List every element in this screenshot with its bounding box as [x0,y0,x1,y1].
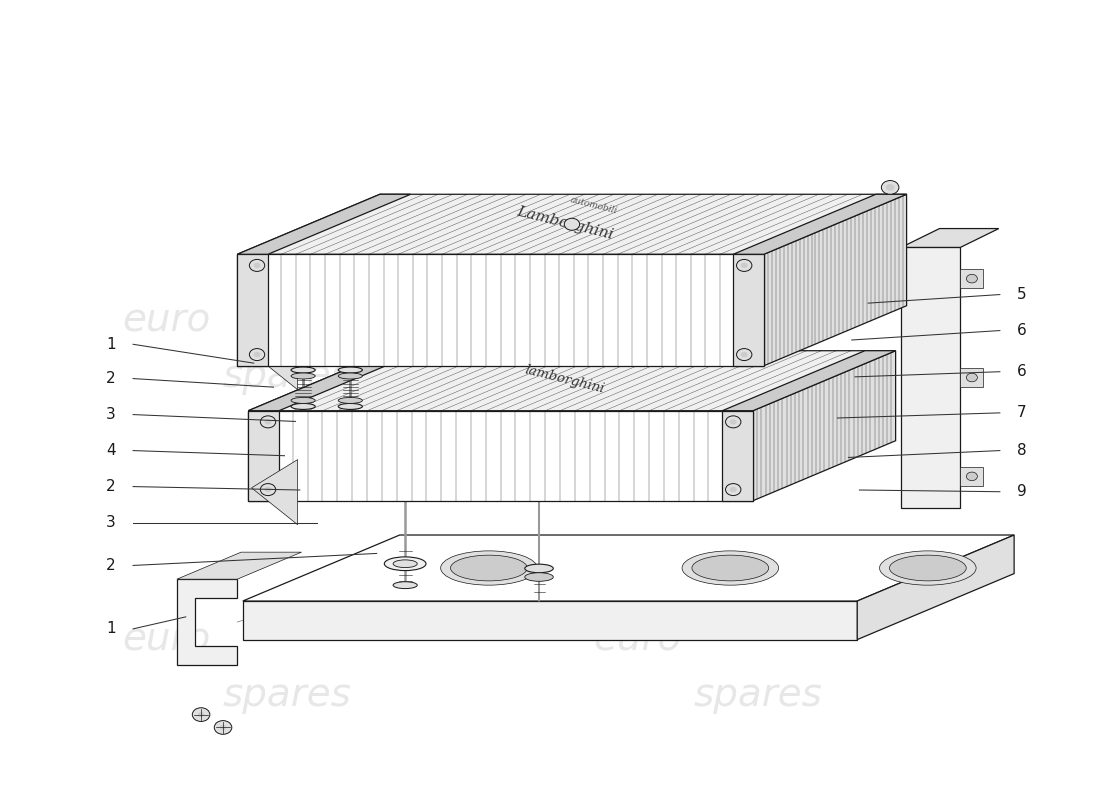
Text: Lamborghini: Lamborghini [515,204,615,242]
Text: 2: 2 [107,371,116,386]
Circle shape [967,374,978,382]
Text: 9: 9 [1016,484,1026,499]
Text: euro: euro [594,620,682,658]
Polygon shape [723,350,895,410]
Text: spares: spares [222,357,351,395]
Polygon shape [723,410,754,501]
Ellipse shape [890,555,966,581]
Circle shape [250,259,265,271]
Text: spares: spares [694,357,823,395]
Polygon shape [734,194,906,254]
Text: 6: 6 [1016,364,1026,379]
Polygon shape [252,325,298,390]
Polygon shape [249,350,421,410]
Circle shape [967,472,978,481]
Text: 1: 1 [107,622,116,636]
Circle shape [726,483,741,495]
Polygon shape [243,535,1014,601]
Circle shape [740,352,748,358]
Circle shape [265,487,272,492]
Text: 3: 3 [107,407,116,422]
Polygon shape [764,194,906,366]
Text: euro: euro [122,302,210,339]
Ellipse shape [921,562,952,574]
Ellipse shape [338,403,362,410]
Circle shape [881,181,899,194]
Ellipse shape [525,564,553,573]
Polygon shape [857,535,1014,639]
Polygon shape [901,247,960,507]
Ellipse shape [292,367,316,373]
Polygon shape [249,350,895,410]
Circle shape [220,725,227,730]
Ellipse shape [292,373,316,379]
Text: spares: spares [222,676,351,714]
Ellipse shape [525,573,553,582]
Ellipse shape [451,555,527,581]
Circle shape [729,487,737,492]
Circle shape [198,712,205,717]
Circle shape [214,721,232,734]
Circle shape [886,184,894,191]
Circle shape [967,274,978,283]
Circle shape [254,262,261,268]
Circle shape [254,352,261,358]
Polygon shape [177,552,301,579]
Text: 8: 8 [1018,443,1026,458]
Circle shape [729,419,737,425]
Circle shape [737,349,752,361]
Text: automobili: automobili [569,195,618,215]
Polygon shape [238,254,764,366]
Ellipse shape [292,403,316,410]
Ellipse shape [393,560,417,567]
Polygon shape [249,410,279,501]
Polygon shape [960,368,983,387]
Text: 7: 7 [1018,406,1026,420]
Ellipse shape [682,551,779,585]
Text: 6: 6 [1016,323,1026,338]
Text: euro: euro [594,302,682,339]
Polygon shape [960,467,983,486]
Circle shape [740,262,748,268]
Polygon shape [238,254,268,366]
Text: 4: 4 [107,443,116,458]
Circle shape [261,483,276,495]
Ellipse shape [393,582,417,589]
Text: 5: 5 [1018,287,1026,302]
Polygon shape [734,254,764,366]
Ellipse shape [441,551,537,585]
Ellipse shape [292,398,316,403]
Polygon shape [901,229,999,247]
Ellipse shape [384,557,426,570]
Polygon shape [243,601,857,639]
Text: lamborghini: lamborghini [524,363,606,396]
Polygon shape [238,194,410,254]
Text: 2: 2 [107,479,116,494]
Ellipse shape [338,367,362,373]
Ellipse shape [880,551,976,585]
Circle shape [250,349,265,361]
Circle shape [265,419,272,425]
Text: 3: 3 [107,515,116,530]
Polygon shape [249,410,754,501]
Circle shape [726,416,741,428]
Polygon shape [177,579,238,665]
Ellipse shape [692,555,769,581]
Polygon shape [754,350,895,501]
Circle shape [261,416,276,428]
Text: 2: 2 [107,558,116,573]
Text: 1: 1 [107,337,116,352]
Text: euro: euro [122,620,210,658]
Circle shape [192,708,210,722]
Ellipse shape [338,398,362,403]
Circle shape [737,259,752,271]
Circle shape [564,218,580,230]
Polygon shape [960,270,983,288]
Ellipse shape [338,373,362,379]
Polygon shape [238,194,906,254]
Text: spares: spares [694,676,823,714]
Polygon shape [252,459,298,525]
